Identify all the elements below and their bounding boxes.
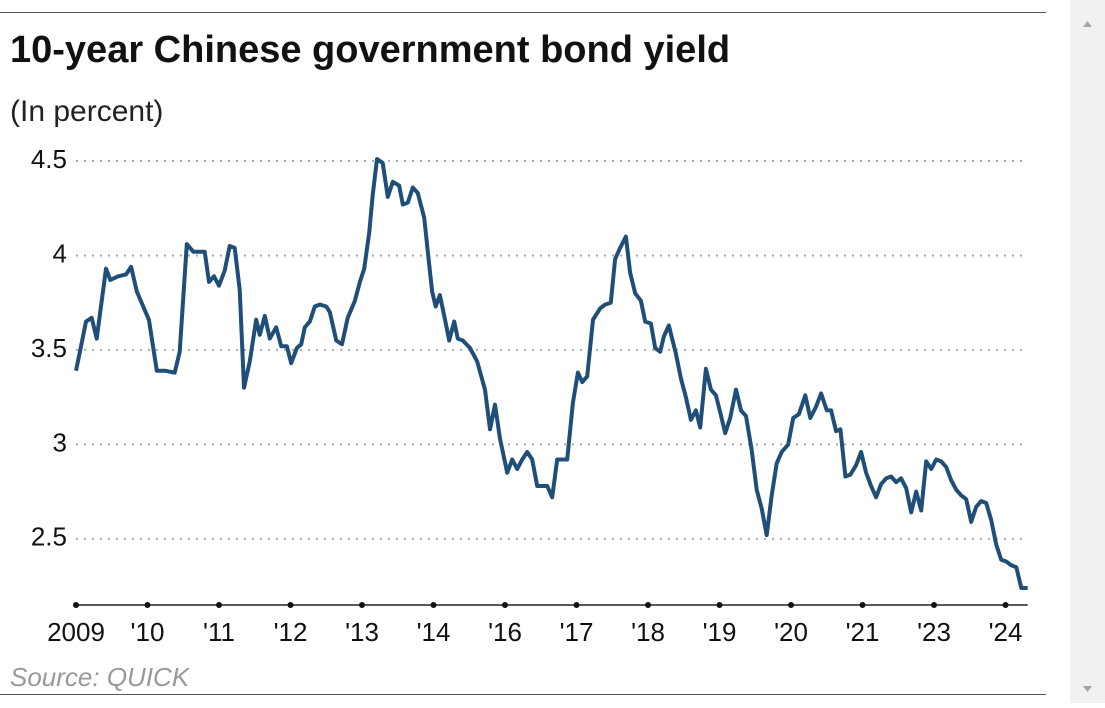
x-tick — [931, 602, 938, 608]
x-tick — [430, 602, 437, 608]
x-tick-label: '10 — [131, 617, 165, 647]
x-tick — [645, 602, 652, 608]
x-tick — [716, 602, 723, 608]
x-tick — [788, 602, 795, 608]
x-tick — [573, 602, 580, 608]
x-tick-label: '14 — [417, 617, 451, 647]
x-tick — [859, 602, 866, 608]
scroll-down — [1083, 686, 1092, 692]
scrollbar[interactable] — [1070, 0, 1105, 703]
x-tick-label: '24 — [989, 617, 1023, 647]
x-tick-label: '20 — [774, 617, 808, 647]
x-tick-label: '16 — [488, 617, 522, 647]
x-tick — [216, 602, 223, 608]
x-tick — [73, 602, 79, 608]
scroll-up — [1083, 21, 1092, 27]
x-tick-label: '21 — [846, 617, 880, 647]
chart-title: 10-year Chinese government bond yield — [10, 29, 730, 71]
x-tick — [1002, 602, 1009, 608]
y-tick-label: 2.5 — [31, 522, 67, 552]
x-tick — [359, 602, 366, 608]
y-tick-label: 4 — [53, 238, 67, 268]
x-tick-label: 2009 — [47, 617, 105, 647]
x-tick-label: '13 — [345, 617, 379, 647]
yield-line — [74, 157, 1028, 590]
x-tick-label: '12 — [274, 617, 308, 647]
scrollbar-arrows — [1083, 21, 1092, 692]
x-tick-label: '11 — [203, 617, 235, 647]
x-tick — [287, 602, 294, 608]
x-tick-label: '19 — [703, 617, 737, 647]
y-tick-label: 3.5 — [31, 333, 67, 363]
source: Source: QUICK — [10, 662, 191, 692]
y-tick-label: 3 — [53, 427, 67, 457]
y-tick-label: 4.5 — [31, 144, 67, 174]
x-tick-label: '17 — [560, 617, 594, 647]
chart-subtitle: (In percent) — [10, 95, 163, 128]
x-tick-label: '23 — [917, 617, 951, 647]
x-tick — [144, 602, 151, 608]
x-tick — [502, 602, 509, 608]
chart: 10-year Chinese government bond yield (I… — [0, 12, 1046, 695]
x-tick-label: '18 — [631, 617, 665, 647]
